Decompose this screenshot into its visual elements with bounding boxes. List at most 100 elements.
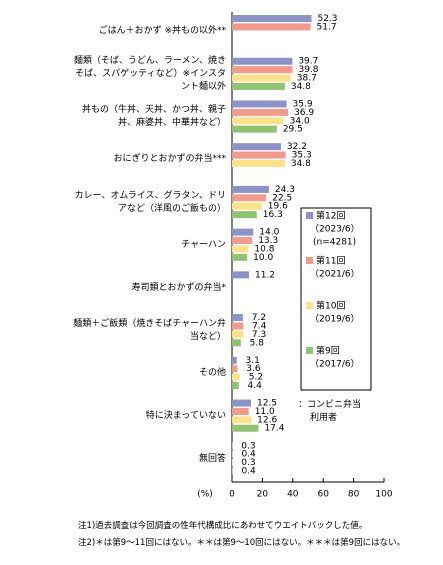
value-label: 5.8 [250,338,265,348]
legend-label: 第11回 [316,255,345,267]
value-label: 4.4 [248,381,263,391]
value-label: 3.6 [246,364,261,374]
bar [232,100,287,108]
bar [232,159,285,167]
bar [232,424,259,432]
legend-label: 第12回 [316,210,345,222]
bar [232,23,311,31]
legend-swatch [306,212,313,219]
x-tick-label: 60 [317,490,329,500]
value-label: 0.3 [241,458,255,468]
bar [232,245,249,253]
bar [232,399,251,407]
value-label: 36.9 [294,108,314,118]
bar [232,74,291,82]
bar [232,467,233,475]
value-label: 22.5 [272,193,292,203]
value-label: 39.8 [298,65,318,75]
value-label: 39.7 [298,57,318,67]
value-label: 11.2 [255,270,275,280]
bar [232,66,293,74]
bar [232,322,244,330]
bar [232,117,284,125]
value-label: 32.2 [287,142,307,152]
value-label: 12.6 [257,415,277,425]
value-label: 11.0 [255,407,275,417]
category-label: 特に決まっていない [145,410,226,421]
category-label: 無回答 [198,453,226,464]
bar [232,253,248,261]
category-label: 寿司類とおかずの弁当* [131,282,226,293]
legend-note: ：コンビニ弁当利用者 [298,398,361,423]
legend-swatch [306,302,313,309]
bar [232,211,257,219]
value-label: 7.4 [252,321,267,331]
bar [232,185,269,193]
value-label: 10.8 [254,244,274,254]
legend-n: (n=4281) [313,238,356,248]
value-label: 51.7 [317,22,337,32]
bar [232,82,285,90]
legend-box [300,207,372,391]
bar [232,407,249,415]
legend-label: 第9回 [316,345,340,357]
value-label: 29.5 [283,125,303,135]
value-label: 0.4 [241,450,256,460]
category-label: おにぎりとおかずの弁当*** [113,154,226,165]
note: 注1)過去調査は今回調査の性年代構成比にあわせてウエイトバックした値。 [78,521,368,531]
bar [232,202,262,210]
category-label: 麺類（そば、うどん、ラーメン、焼きそば、スパゲッティなど）※インスタント麺以外 [73,56,226,93]
x-tick-label: 20 [257,490,269,500]
legend-swatch [306,347,313,354]
bar [232,365,238,373]
category-label: 丼もの（牛丼、天丼、かつ丼、親子丼、麻婆丼、中華丼など） [81,105,226,129]
value-label: 13.3 [258,236,278,246]
value-label: 35.9 [293,99,313,109]
bar [232,108,289,116]
bar [232,314,243,322]
bar [232,416,252,424]
value-label: 7.3 [252,330,266,340]
value-label: 3.1 [246,356,260,366]
x-tick-label: 40 [287,490,299,500]
value-label: 19.6 [268,202,288,212]
value-label: 16.3 [263,210,283,220]
category-label: チャーハン [181,239,226,250]
bar [232,15,312,22]
value-label: 17.4 [264,424,284,434]
bar [232,151,286,159]
legend-period: （2021/6） [310,269,360,280]
note: 注2)＊は第9～11回にはない。＊＊は第9～10回にはない。＊＊＊は第9回にはな… [78,538,406,548]
value-label: 34.8 [291,82,311,92]
category-label: 麺類＋ご飯類（焼きそばチャーハン弁当など） [73,318,226,342]
legend-label: 第10回 [316,300,345,312]
legend-period: （2019/6） [310,314,360,325]
bar [232,271,250,279]
bar [232,373,240,381]
x-tick-label: 0 [229,490,235,500]
value-label: 34.8 [291,159,311,169]
value-label: 12.5 [257,399,277,409]
bar [232,57,293,65]
bar [232,330,244,338]
category-label: その他 [198,368,226,379]
value-label: 34.0 [290,116,310,126]
value-label: 0.4 [241,466,256,476]
category-label: カレー、オムライス、グラタン、ドリアなど（洋風のご飯もの） [74,190,226,214]
value-label: 24.3 [275,185,295,195]
legend-swatch [306,257,313,264]
bar [232,143,281,151]
x-unit: (%) [197,490,213,500]
bar [232,237,253,245]
x-tick-label: 100 [375,490,392,500]
legend-period: （2023/6） [310,224,360,235]
value-label: 5.2 [249,373,263,383]
bar [232,382,239,390]
x-tick-label: 80 [348,490,360,500]
value-label: 52.3 [317,14,337,24]
category-label: ごはん＋おかず ※丼もの以外** [98,26,226,37]
bar [232,194,267,202]
value-label: 10.0 [253,253,273,263]
